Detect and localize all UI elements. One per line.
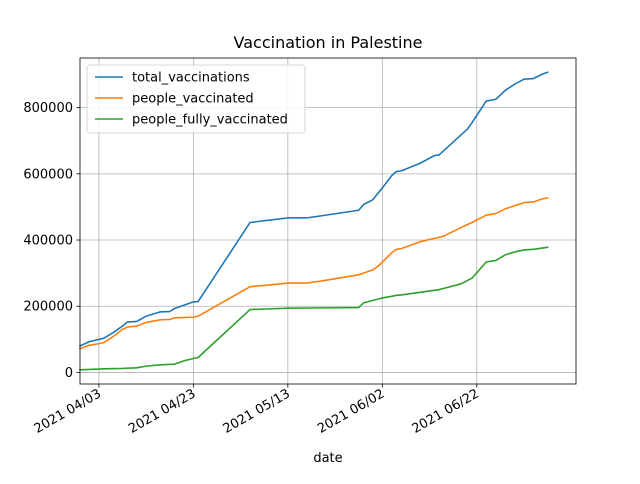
series-lines [78, 71, 549, 371]
legend: total_vaccinations people_vaccinatedpeopl… [86, 64, 306, 134]
y-tick-label: 800000 [23, 101, 73, 116]
y-tick-label: 0 [65, 366, 73, 381]
legend-label-total-vaccinations: total_vaccinations [132, 71, 250, 86]
y-tick-label: 400000 [23, 234, 73, 249]
series-line-people-vaccinated [78, 197, 549, 350]
chart-title: Vaccination in Palestine [234, 33, 423, 52]
legend-box [86, 64, 306, 134]
series-line-total-vaccinations [78, 71, 549, 347]
series-line-people-fully-vaccinated [79, 246, 549, 371]
y-tick-label: 600000 [23, 167, 73, 182]
legend-label-people-vaccinated: people_vaccinated [132, 92, 254, 107]
x-axis-label: date [313, 451, 342, 466]
legend-label-people-fully-vaccinated: people_fully_vaccinated [132, 113, 288, 128]
y-tick-label: 200000 [23, 300, 73, 315]
plot-area-frame [79, 57, 577, 385]
